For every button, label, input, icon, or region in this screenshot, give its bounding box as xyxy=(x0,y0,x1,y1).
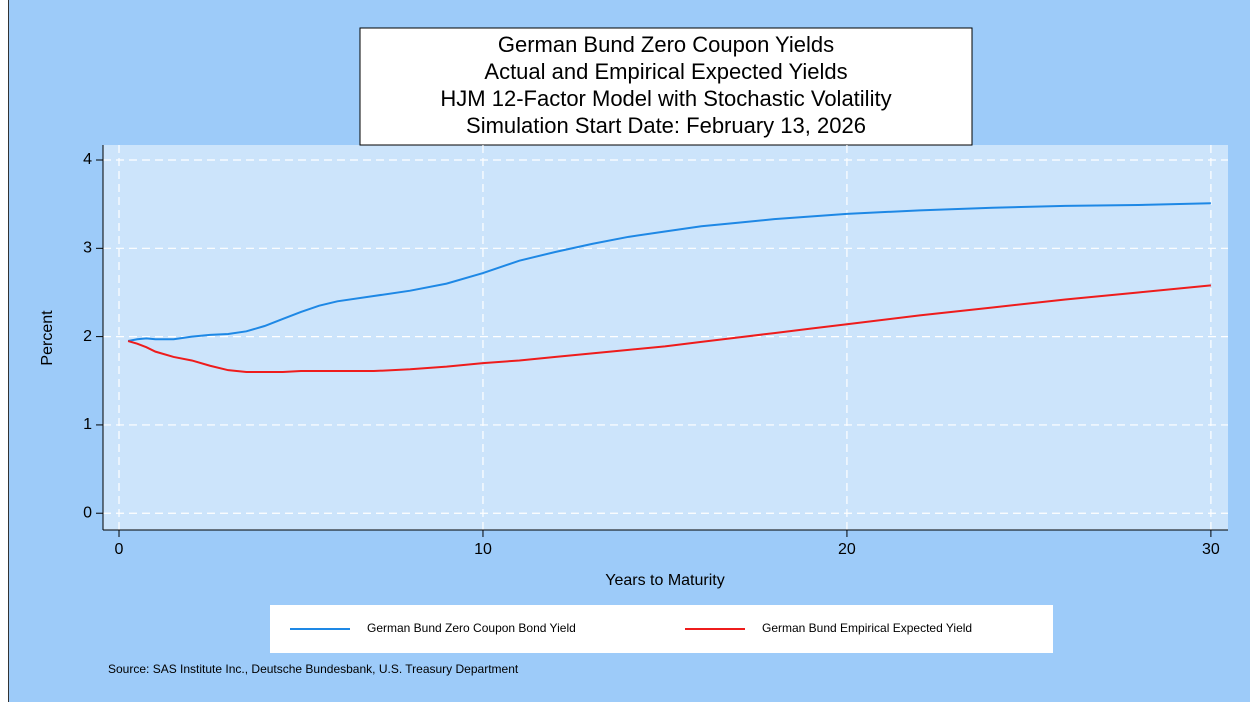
plot-area xyxy=(103,145,1228,530)
series-line xyxy=(127,202,1211,343)
chart-title: Simulation Start Date: February 13, 2026 xyxy=(466,113,866,138)
legend xyxy=(270,605,1053,653)
y-tick-label: 0 xyxy=(83,504,92,521)
x-tick-label: 30 xyxy=(1202,541,1220,558)
chart-title: HJM 12-Factor Model with Stochastic Vola… xyxy=(440,86,891,111)
y-tick-label: 1 xyxy=(83,416,92,433)
x-tick-label: 10 xyxy=(474,541,492,558)
x-axis-label: Years to Maturity xyxy=(605,572,724,589)
series-line xyxy=(127,284,1211,373)
title-box xyxy=(359,27,973,146)
x-tick-label: 20 xyxy=(838,541,856,558)
chart-title: German Bund Zero Coupon Yields xyxy=(498,32,834,57)
y-tick-label: 4 xyxy=(83,151,92,168)
source-note: Source: SAS Institute Inc., Deutsche Bun… xyxy=(108,662,519,676)
legend-label: German Bund Empirical Expected Yield xyxy=(762,621,972,635)
legend-label: German Bund Zero Coupon Bond Yield xyxy=(367,621,576,635)
y-tick-label: 3 xyxy=(83,240,92,257)
chart-title: Actual and Empirical Expected Yields xyxy=(484,59,847,84)
y-axis-label: Percent xyxy=(39,310,56,366)
y-tick-label: 2 xyxy=(83,328,92,345)
x-tick-label: 0 xyxy=(115,541,124,558)
